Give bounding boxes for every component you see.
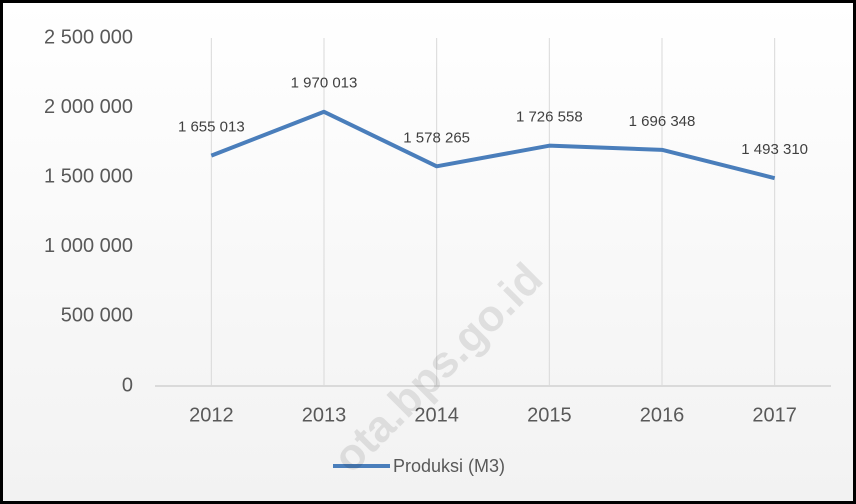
y-tick-label: 2 500 000 [44, 26, 133, 48]
x-tick-label: 2015 [527, 404, 572, 426]
data-label: 1 493 310 [741, 141, 808, 158]
y-tick-label: 500 000 [61, 305, 133, 327]
x-tick-label: 2017 [752, 404, 797, 426]
x-tick-label: 2013 [302, 404, 347, 426]
legend-label: Produksi (M3) [393, 456, 505, 476]
x-tick-label: 2016 [640, 404, 685, 426]
x-tick-label: 2014 [414, 404, 459, 426]
line-series [210, 109, 776, 181]
plot-area: 0 500 000 1 000 000 1 500 000 2 000 000 2 500… [44, 26, 831, 476]
y-tick-label: 1 500 000 [44, 165, 133, 187]
data-label: 1 655 013 [178, 119, 245, 136]
data-label: 1 726 558 [516, 109, 583, 126]
y-tick-label: 2 000 000 [44, 96, 133, 118]
y-tick-label: 0 [122, 374, 133, 396]
y-tick-label: 1 000 000 [44, 235, 133, 257]
x-tick-label: 2012 [189, 404, 234, 426]
data-label: 1 970 013 [291, 75, 358, 92]
data-label: 1 696 348 [629, 113, 696, 130]
data-label: 1 578 265 [403, 129, 470, 146]
